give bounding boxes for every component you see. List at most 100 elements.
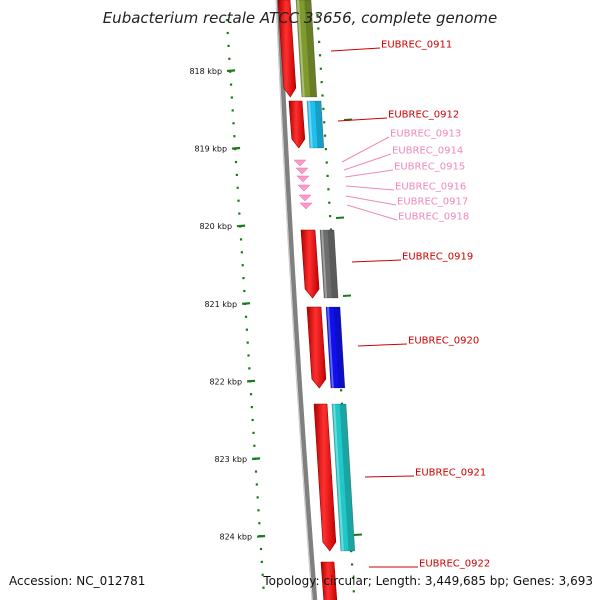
track-dot — [339, 389, 343, 392]
ruler-dot — [237, 199, 240, 202]
ruler-dot — [239, 238, 243, 241]
gene-feature-eubrec_0912 — [306, 100, 325, 149]
track-dot — [350, 550, 353, 553]
gene-label-eubrec_0921[interactable]: EUBREC_0921 — [415, 468, 486, 479]
track-dot — [329, 228, 333, 231]
small-gene-marker — [296, 175, 310, 183]
gene-label-eubrec_0916[interactable]: EUBREC_0916 — [395, 182, 466, 193]
gene-label-eubrec_0917[interactable]: EUBREC_0917 — [397, 197, 468, 208]
ruler-tick-label: 818 kbp — [189, 67, 222, 76]
track-dot — [324, 148, 328, 151]
track-dot — [329, 215, 332, 218]
leader-line — [357, 343, 408, 347]
ruler-dot — [255, 483, 258, 486]
gene-track — [277, 0, 356, 600]
ruler-dot — [250, 406, 253, 409]
backbone-line — [276, 0, 318, 600]
ruler-dot — [231, 109, 234, 112]
small-gene-marker — [297, 184, 311, 192]
gene-label-eubrec_0913[interactable]: EUBREC_0913 — [390, 129, 461, 140]
track-dot — [319, 67, 322, 70]
track-dot — [321, 94, 324, 97]
track-tick — [353, 533, 363, 536]
ruler-major-tick — [241, 302, 251, 305]
ruler-dot — [234, 160, 238, 164]
ruler-dot — [225, 19, 228, 22]
track-dot — [320, 81, 323, 84]
ruler-dot — [258, 522, 261, 525]
leader-line — [346, 204, 398, 221]
leader-line — [344, 169, 394, 178]
ruler-tick-label: 819 kbp — [194, 145, 227, 154]
ruler-dot — [243, 289, 246, 293]
track-dot — [317, 27, 320, 30]
ruler-dot — [238, 212, 241, 215]
gene-label-eubrec_0912[interactable]: EUBREC_0912 — [388, 110, 459, 121]
ruler-dot — [257, 509, 260, 512]
ruler-dot — [241, 264, 244, 267]
track-dot — [352, 590, 355, 593]
ruler-dot — [233, 135, 236, 138]
ruler-dot — [242, 277, 245, 280]
small-gene-marker — [295, 167, 309, 175]
ruler-major-tick — [226, 69, 236, 73]
ruler-dot — [251, 418, 254, 422]
gene-label-eubrec_0922[interactable]: EUBREC_0922 — [419, 559, 490, 570]
ruler-major-tick — [236, 224, 246, 228]
ruler-dot — [253, 444, 256, 447]
track-dot — [318, 54, 322, 57]
track-dot — [350, 563, 354, 566]
track-dot — [322, 107, 325, 110]
ruler-dot — [229, 83, 233, 86]
accession-label: Accession: NC_012781 — [9, 574, 146, 588]
ruler-dot — [230, 96, 233, 99]
track-dot — [323, 121, 326, 124]
ruler-dot — [244, 315, 248, 318]
ruler-major-tick — [252, 457, 261, 461]
ruler-dot — [261, 573, 264, 576]
track-dot — [316, 14, 319, 17]
gene-labels: EUBREC_0911 EUBREC_0912 EUBREC_0913 EUBREC_… — [330, 40, 490, 570]
ruler-dot — [259, 547, 263, 551]
gene-feature-eubrec_0919 — [319, 229, 339, 299]
small-gene-marker — [299, 202, 313, 210]
leader-line — [330, 47, 381, 52]
gene-feature-eubrec_0920 — [325, 306, 346, 389]
track-dot — [326, 174, 329, 177]
ruler-dot — [240, 251, 243, 254]
ruler-tick-label: 824 kbp — [219, 533, 252, 542]
gene-label-eubrec_0918[interactable]: EUBREC_0918 — [398, 212, 469, 223]
gene-label-eubrec_0914[interactable]: EUBREC_0914 — [392, 146, 463, 157]
ruler-dot — [246, 341, 249, 344]
gene-feature-eubrec_0911 — [295, 0, 318, 98]
gene-label-eubrec_0915[interactable]: EUBREC_0915 — [394, 162, 465, 173]
track-dot — [328, 201, 331, 204]
ruler-dot — [226, 31, 229, 35]
leader-line — [364, 475, 415, 478]
ruler-dot — [236, 186, 239, 189]
ruler-dot — [262, 586, 265, 589]
track-dot — [325, 161, 328, 164]
ruler-dot — [245, 328, 248, 331]
gene-label-eubrec_0920[interactable]: EUBREC_0920 — [408, 336, 479, 347]
gene-label-eubrec_0919[interactable]: EUBREC_0919 — [402, 252, 473, 263]
ruler-tick-label: 820 kbp — [199, 222, 232, 231]
ruler-dot — [249, 393, 253, 396]
track-dot — [340, 402, 344, 405]
track-dot — [323, 134, 327, 137]
ruler-dot — [248, 367, 251, 370]
small-gene-marker — [293, 159, 307, 167]
gene-strand-arrow — [277, 0, 297, 98]
gene-strand-arrow — [288, 100, 306, 149]
ruler-tick-label: 821 kbp — [204, 300, 237, 309]
gene-strand-arrow — [300, 229, 320, 299]
ruler-tick-label: 823 kbp — [214, 455, 247, 464]
small-gene-marker — [298, 194, 312, 202]
leader-line — [343, 153, 392, 171]
ruler-dot — [256, 496, 259, 499]
gene-label-eubrec_0911[interactable]: EUBREC_0911 — [381, 40, 452, 51]
leader-line — [337, 117, 388, 122]
map-title: Eubacterium rectale ATCC 33656, complete… — [102, 9, 498, 27]
ruler-dot — [254, 470, 258, 473]
